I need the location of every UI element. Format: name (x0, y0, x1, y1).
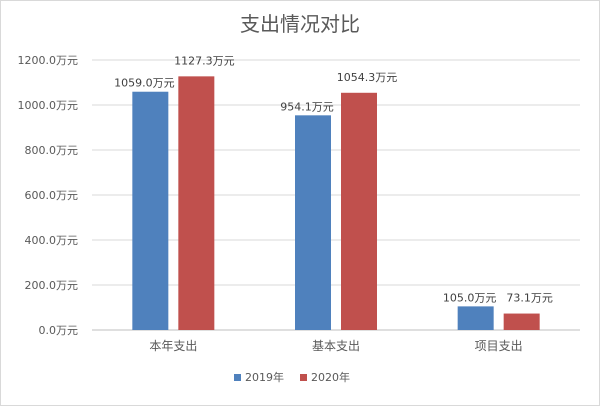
y-tick-label: 400.0万元 (25, 234, 79, 247)
bar (132, 91, 169, 330)
legend: 2019年 2020年 (234, 370, 350, 384)
y-tick-label: 0.0万元 (39, 324, 79, 337)
data-label: 1054.3万元 (337, 71, 398, 84)
data-label: 105.0万元 (443, 291, 497, 304)
bar (503, 313, 540, 330)
bar (341, 92, 377, 330)
y-tick-label: 1200.0万元 (18, 54, 79, 67)
legend-label: 2020年 (311, 370, 350, 384)
bar (178, 76, 215, 330)
data-label: 1127.3万元 (174, 54, 235, 67)
bar (295, 115, 331, 330)
y-tick-label: 200.0万元 (25, 279, 79, 292)
bar (457, 306, 494, 330)
x-category-label: 基本支出 (312, 339, 360, 353)
y-tick-label: 800.0万元 (25, 144, 79, 157)
legend-swatch (234, 374, 241, 381)
y-tick-label: 600.0万元 (25, 189, 79, 202)
data-label: 954.1万元 (280, 100, 334, 113)
x-category-label: 项目支出 (475, 339, 523, 353)
data-label: 1059.0万元 (114, 77, 175, 90)
x-category-label: 本年支出 (149, 339, 197, 353)
data-label: 73.1万元 (506, 292, 553, 305)
y-tick-label: 1000.0万元 (18, 99, 79, 112)
legend-swatch (300, 374, 307, 381)
legend-label: 2019年 (245, 370, 284, 384)
chart-title: 支出情况对比 (240, 12, 360, 36)
